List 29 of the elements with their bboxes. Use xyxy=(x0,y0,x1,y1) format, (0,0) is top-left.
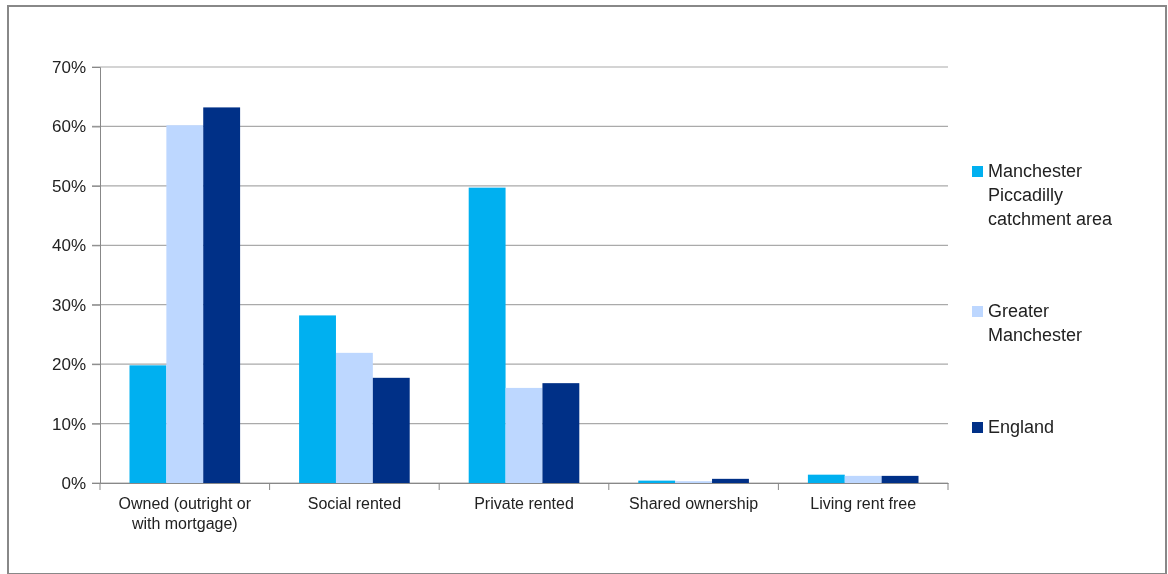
bar xyxy=(129,365,167,483)
y-tick-label: 70% xyxy=(51,57,86,77)
bar xyxy=(807,474,845,483)
bar xyxy=(335,352,373,483)
bar xyxy=(881,475,919,483)
bar xyxy=(372,377,410,483)
y-tick-label: 60% xyxy=(51,117,86,137)
bar xyxy=(166,125,204,483)
bar xyxy=(468,187,506,483)
y-tick-label: 0% xyxy=(61,473,86,493)
bar xyxy=(299,315,336,483)
legend-label: Greater Manchester xyxy=(988,301,1083,345)
y-tick-label: 10% xyxy=(51,414,86,434)
legend-label: England xyxy=(988,417,1055,437)
x-tick-label: Owned (outright or with mortgage) xyxy=(118,495,252,532)
bar xyxy=(203,107,241,483)
y-tick-label: 30% xyxy=(51,295,86,315)
x-tick-label: Private rented xyxy=(474,495,574,512)
legend-label: Manchester Piccadilly catchment area xyxy=(988,161,1114,229)
y-tick-label: 20% xyxy=(51,355,86,375)
bar xyxy=(505,387,543,483)
y-tick-label: 40% xyxy=(51,236,86,256)
x-tick-label: Living rent free xyxy=(810,495,917,512)
x-tick-label: Social rented xyxy=(307,495,402,512)
bar xyxy=(712,478,749,483)
bar xyxy=(542,383,580,483)
x-tick-label: Shared ownership xyxy=(629,495,759,512)
bar xyxy=(844,475,882,483)
y-tick-label: 50% xyxy=(51,176,86,196)
